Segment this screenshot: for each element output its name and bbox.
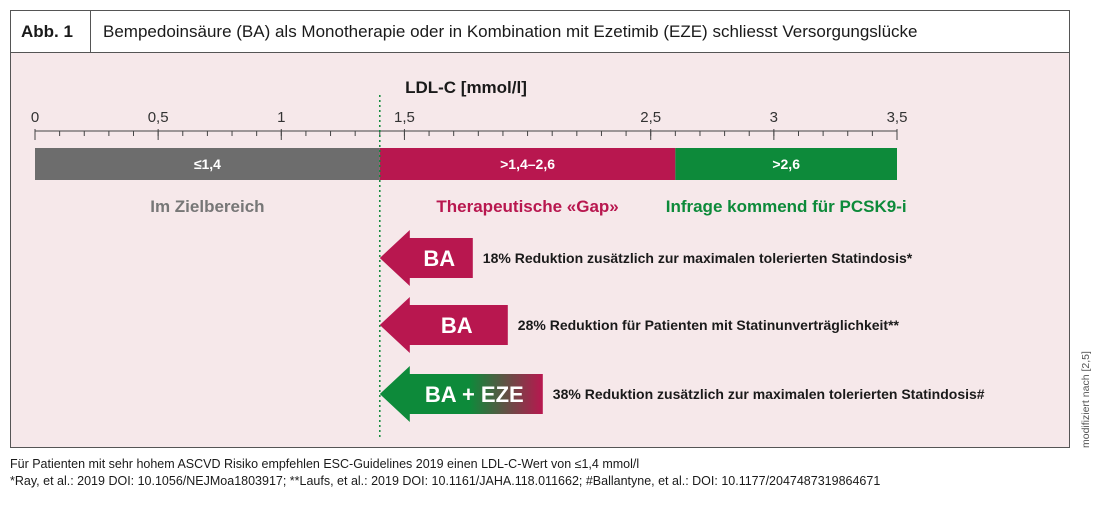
reduction-arrow xyxy=(379,230,473,286)
bar-segment-label: >1,4–2,6 xyxy=(500,156,555,172)
figure-header: Abb. 1 Bempedoinsäure (BA) als Monothera… xyxy=(11,11,1069,53)
category-label: Therapeutische «Gap» xyxy=(436,197,618,216)
arrow-description: 38% Reduktion zusätzlich zur maximalen t… xyxy=(553,386,985,402)
category-label: Im Zielbereich xyxy=(150,197,264,216)
bar-segment-label: ≤1,4 xyxy=(194,156,221,172)
arrow-description: 28% Reduktion für Patienten mit Statinun… xyxy=(518,317,900,333)
side-note-text: modifiziert nach [2,5] xyxy=(1080,351,1092,448)
figure-label: Abb. 1 xyxy=(11,11,91,52)
bar-segment xyxy=(675,148,897,180)
arrow-label: BA xyxy=(423,246,455,271)
axis-tick-label: 1 xyxy=(277,109,285,126)
arrow-label: BA + EZE xyxy=(425,382,524,407)
axis-tick-label: 3,5 xyxy=(887,109,908,126)
reduction-arrow xyxy=(379,297,508,353)
axis-tick-label: 3 xyxy=(770,109,778,126)
footnote-guideline: Für Patienten mit sehr hohem ASCVD Risik… xyxy=(10,457,640,471)
footnote-references: *Ray, et al.: 2019 DOI: 10.1056/NEJMoa18… xyxy=(10,474,881,488)
category-label: Infrage kommend für PCSK9-i xyxy=(666,197,907,216)
axis-tick-label: 2,5 xyxy=(640,109,661,126)
bar-segment xyxy=(379,148,676,180)
arrow-description: 18% Reduktion zusätzlich zur maximalen t… xyxy=(483,250,913,266)
axis-tick-label: 0 xyxy=(31,109,39,126)
bar-segment xyxy=(35,148,380,180)
axis-tick-label: 0,5 xyxy=(148,109,169,126)
figure-title: Bempedoinsäure (BA) als Monotherapie ode… xyxy=(103,22,918,41)
arrow-label: BA xyxy=(441,313,473,338)
axis-title: LDL-C [mmol/l] xyxy=(405,78,527,97)
axis-tick-label: 1,5 xyxy=(394,109,415,126)
reduction-arrow xyxy=(379,366,543,422)
bar-segment-label: >2,6 xyxy=(772,156,800,172)
